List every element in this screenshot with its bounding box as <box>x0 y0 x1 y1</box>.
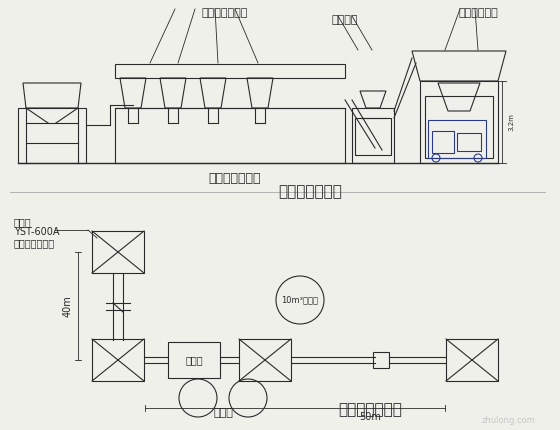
Bar <box>92 231 144 273</box>
Text: 平面布置示意图: 平面布置示意图 <box>338 402 402 417</box>
Bar <box>115 108 345 163</box>
Text: 混合料储料仓: 混合料储料仓 <box>458 8 498 18</box>
Text: zhulong.com: zhulong.com <box>481 416 535 425</box>
Bar <box>428 120 486 158</box>
Bar <box>457 133 481 151</box>
Bar <box>373 352 389 368</box>
Bar <box>446 339 498 381</box>
Text: 搅拌主机: 搅拌主机 <box>332 15 358 25</box>
Bar <box>352 108 394 163</box>
Text: 二级：拌和设备: 二级：拌和设备 <box>209 172 262 185</box>
Bar <box>18 108 86 163</box>
Text: 粉体罐: 粉体罐 <box>213 408 233 418</box>
Text: 50m: 50m <box>359 412 381 422</box>
Text: 立面展开示意图: 立面展开示意图 <box>278 184 342 199</box>
Text: 3.2m: 3.2m <box>508 113 514 131</box>
Bar <box>355 118 391 155</box>
Text: 控制室: 控制室 <box>185 355 203 365</box>
Text: 电子计量配料仓: 电子计量配料仓 <box>202 8 248 18</box>
Text: 40m: 40m <box>63 295 73 317</box>
Text: 基质土碎土设备: 基质土碎土设备 <box>14 238 55 248</box>
Bar <box>420 81 498 163</box>
Text: 一级：: 一级： <box>14 217 31 227</box>
Bar <box>239 339 291 381</box>
Bar <box>425 96 493 158</box>
Bar <box>115 64 345 78</box>
Text: YST-600A: YST-600A <box>14 227 59 237</box>
Bar <box>432 131 454 153</box>
Bar <box>168 342 220 378</box>
Text: 10m³蓄水池: 10m³蓄水池 <box>282 295 319 304</box>
Bar <box>92 339 144 381</box>
